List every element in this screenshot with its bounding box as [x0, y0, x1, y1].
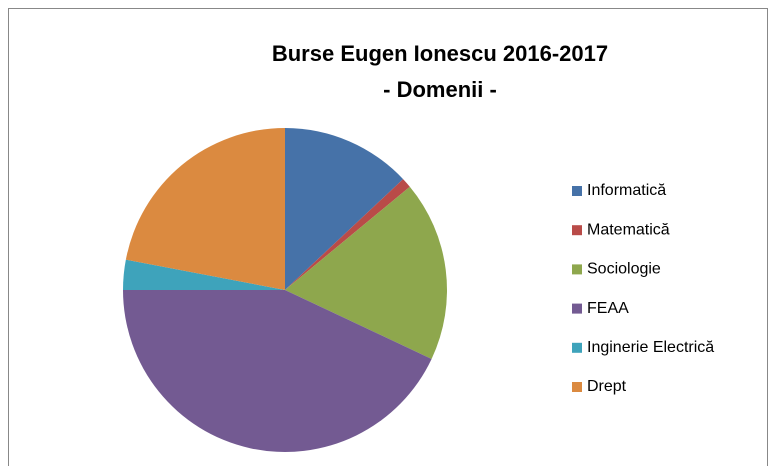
chart-title: Burse Eugen Ionescu 2016-2017 [272, 41, 608, 66]
legend-label: Inginerie Electrică [587, 339, 714, 356]
legend-label: Drept [587, 378, 627, 395]
legend-swatch [572, 342, 582, 353]
legend-label: Matematică [587, 221, 670, 238]
legend-swatch [572, 264, 582, 275]
legend-label: FEAA [587, 300, 629, 317]
pie-slice [285, 186, 447, 359]
legend-label: Informatică [587, 182, 666, 199]
chart-subtitle: - Domenii - [383, 77, 497, 102]
legend-swatch [572, 303, 582, 314]
pie-slice [123, 259, 285, 290]
legend-swatch [572, 382, 582, 392]
pie-slice [122, 290, 432, 453]
legend-swatch [572, 225, 582, 236]
pie-slice [285, 128, 404, 290]
legend-swatch [572, 186, 582, 196]
pie-slice [125, 128, 285, 290]
pie-slice [285, 179, 410, 290]
legend-label: Sociologie [587, 261, 661, 278]
